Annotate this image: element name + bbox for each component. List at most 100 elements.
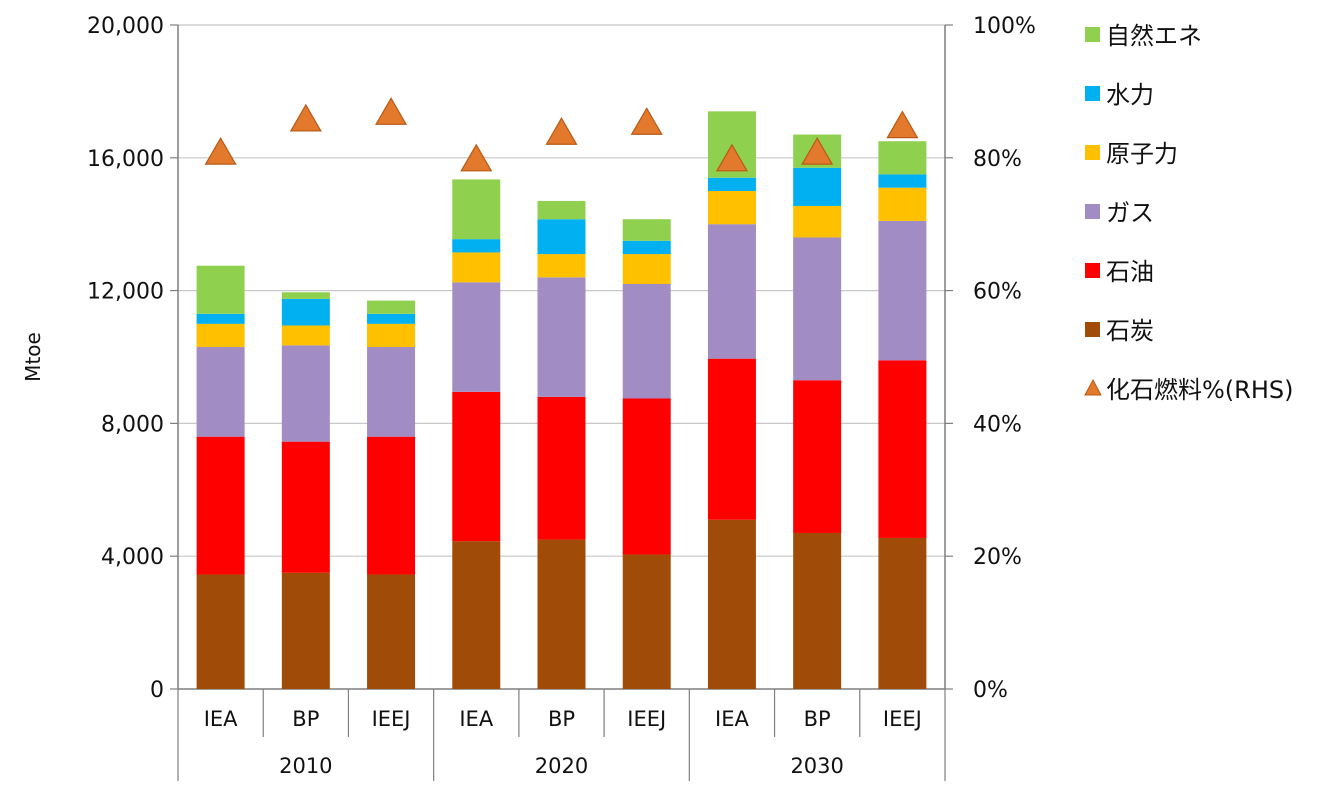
category-label: BP [548, 707, 575, 731]
bar-segment [878, 220, 927, 361]
bar-segment [452, 252, 501, 283]
legend-label: 石油 [1106, 258, 1154, 286]
bar-segment [367, 313, 416, 324]
bar-segment [878, 360, 927, 538]
y2-tick-label: 100% [973, 14, 1036, 39]
legend-label: 水力 [1106, 81, 1154, 109]
bar-segment [452, 179, 501, 240]
legend-label: 化石燃料%(RHS) [1106, 376, 1294, 404]
bar-segment [793, 380, 842, 533]
bar-segment [878, 187, 927, 221]
category-label: IEEJ [372, 707, 411, 731]
fossil-share-marker [289, 103, 322, 132]
group-label: 2030 [790, 754, 843, 778]
bar-segment [793, 237, 842, 381]
bar-segment [537, 219, 586, 255]
bar-segment [367, 300, 416, 314]
bar-segment [367, 574, 416, 689]
bar-segment [707, 358, 756, 520]
fossil-share-marker [460, 143, 493, 172]
fossil-share-marker [204, 136, 237, 165]
bar-segment [707, 224, 756, 359]
fossil-share-marker [630, 107, 663, 135]
y2-tick-label: 0% [973, 678, 1008, 703]
bar-segment [537, 254, 586, 278]
bar-segment [196, 323, 245, 348]
bar-segment [367, 347, 416, 437]
y-axis-title: Mtoe [21, 332, 45, 382]
bar-segment [878, 174, 927, 188]
legend-label: 自然エネ [1106, 22, 1202, 50]
bar-segment [622, 283, 671, 399]
category-label: IEEJ [883, 707, 922, 731]
bar-segment [707, 191, 756, 225]
legend-label: 石炭 [1106, 317, 1154, 345]
y2-tick-label: 80% [973, 147, 1022, 172]
fossil-share-marker [886, 110, 919, 139]
legend-swatch [1085, 263, 1100, 278]
legend-swatch [1085, 322, 1100, 337]
y-tick-label: 4,000 [101, 545, 164, 570]
bar-segment [281, 292, 330, 299]
group-label: 2020 [535, 754, 588, 778]
legend-swatch [1085, 86, 1100, 101]
bar-segment [537, 277, 586, 397]
bar-segment [281, 298, 330, 326]
y2-tick-label: 40% [973, 412, 1022, 437]
y-tick-label: 20,000 [87, 14, 164, 39]
category-label: IEA [459, 707, 493, 731]
legend-swatch [1085, 145, 1100, 160]
bar-segment [196, 265, 245, 314]
bar-segment [367, 323, 416, 348]
bar-segment [281, 325, 330, 346]
category-label: BP [292, 707, 319, 731]
bar-segment [622, 398, 671, 555]
bar-segment [622, 219, 671, 241]
fossil-share-marker [545, 117, 578, 145]
bar-segment [878, 537, 927, 689]
legend-label: 原子力 [1106, 140, 1178, 168]
bar-segment [196, 347, 245, 437]
y-tick-label: 16,000 [87, 147, 164, 172]
bar-segment [537, 396, 586, 540]
bar-segment [707, 519, 756, 689]
y-tick-label: 0 [150, 678, 164, 703]
fossil-share-marker [375, 97, 408, 125]
category-label: IEA [204, 707, 238, 731]
category-label: BP [804, 707, 831, 731]
bar-segment [622, 254, 671, 284]
legend-label: ガス [1106, 199, 1154, 227]
bar-segment [793, 532, 842, 689]
bar-segment [622, 240, 671, 255]
category-label: IEEJ [627, 707, 666, 731]
bar-segment [196, 436, 245, 575]
bar-segment [452, 541, 501, 689]
legend-swatch [1085, 204, 1100, 219]
bar-segment [707, 177, 756, 191]
bar-segment [622, 554, 671, 689]
bar-segment [281, 572, 330, 689]
bar-segment [878, 141, 927, 175]
bar-segment [281, 441, 330, 573]
legend-marker [1084, 378, 1102, 396]
fossil-share-marker [715, 143, 748, 172]
bar-segment [537, 200, 586, 220]
bar-segment [281, 345, 330, 442]
bar-segment [793, 205, 842, 238]
bar-segment [793, 167, 842, 206]
fossil-share-marker [801, 136, 834, 165]
legend-swatch [1085, 27, 1100, 42]
bar-segment [367, 436, 416, 575]
y2-tick-label: 20% [973, 545, 1022, 570]
group-label: 2010 [279, 754, 332, 778]
y-tick-label: 12,000 [87, 280, 164, 305]
bar-segment [452, 391, 501, 542]
bar-segment [196, 313, 245, 324]
bar-segment [537, 539, 586, 689]
bar-segment [452, 239, 501, 253]
bar-segment [452, 282, 501, 392]
y2-tick-label: 60% [973, 280, 1022, 305]
category-label: IEA [715, 707, 749, 731]
